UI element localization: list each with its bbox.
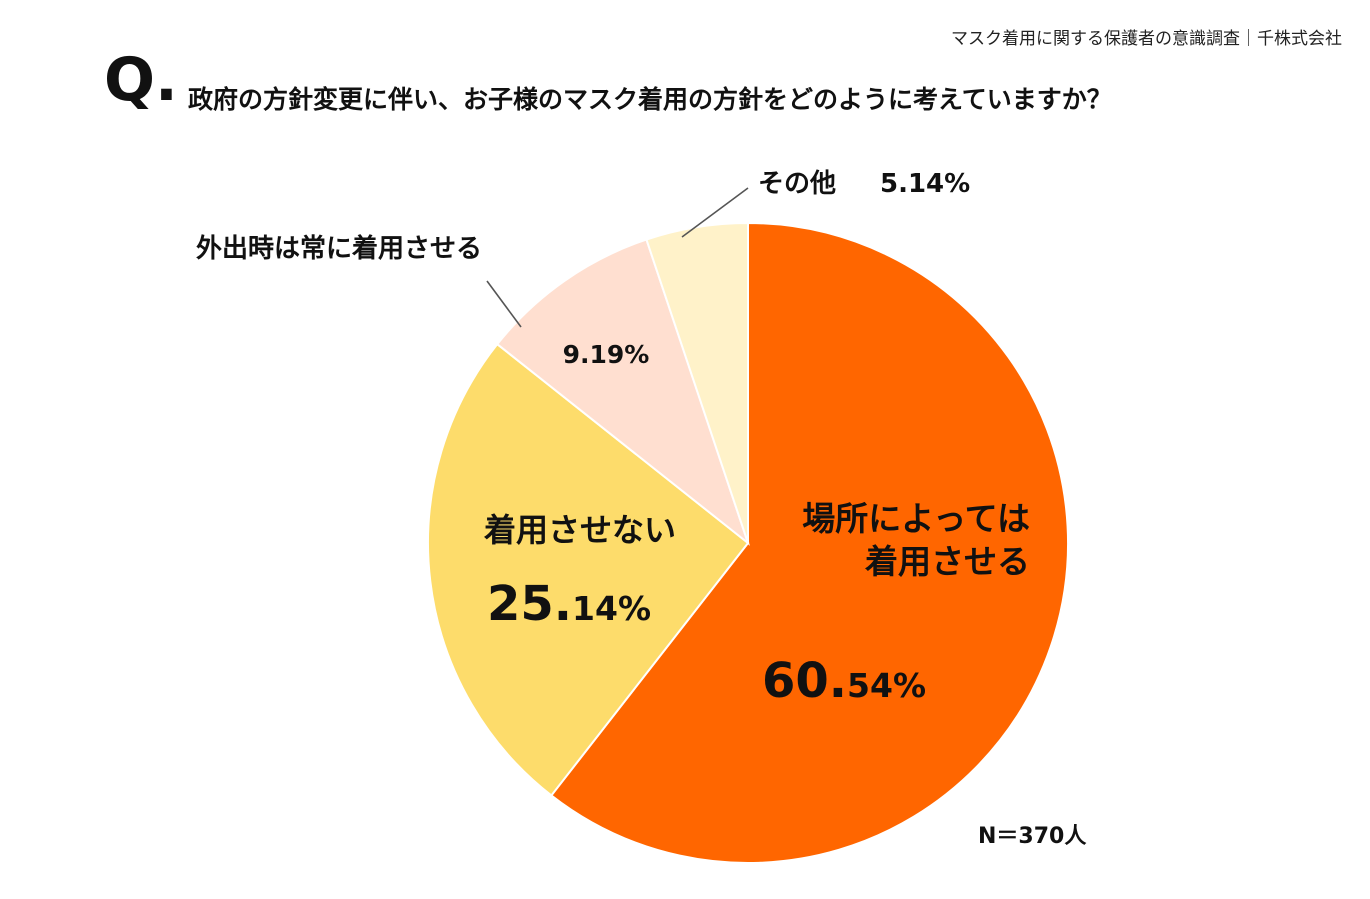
slice-label-other: その他 — [758, 169, 836, 199]
slice-value-sometimes-int: 60. — [762, 653, 847, 709]
question-mark: Q. — [104, 45, 178, 115]
slice-label-sometimes-line2: 着用させる — [865, 542, 1030, 581]
slice-other — [645, 221, 749, 544]
slice-value-none-int: 25. — [487, 576, 572, 632]
slice-label-sometimes-line1: 場所によっては — [802, 499, 1030, 538]
chart-title: 政府の方針変更に伴い、お子様のマスク着用の方針をどのように考えていますか？ — [188, 85, 1112, 114]
slice-value-other: 5.14% — [880, 169, 970, 199]
leader-line-always — [486, 280, 522, 328]
slice-always — [495, 238, 751, 546]
slice-value-none-dec: 14% — [572, 589, 651, 628]
source-credit: マスク着用に関する保護者の意識調査｜千株式会社 — [951, 29, 1342, 49]
slice-label-none: 着用させない — [483, 511, 676, 549]
slice-value-sometimes-dec: 54% — [847, 666, 926, 705]
slice-sometimes — [549, 221, 1069, 864]
slice-label-always: 外出時は常に着用させる — [196, 233, 482, 264]
slice-value-sometimes: 60.54% — [762, 653, 926, 709]
slice-value-none: 25.14% — [487, 576, 651, 632]
slice-value-always: 9.19% — [563, 340, 650, 369]
leader-line-other — [681, 187, 749, 238]
sample-size: N＝370人 — [978, 824, 1087, 849]
slice-none — [427, 342, 750, 797]
